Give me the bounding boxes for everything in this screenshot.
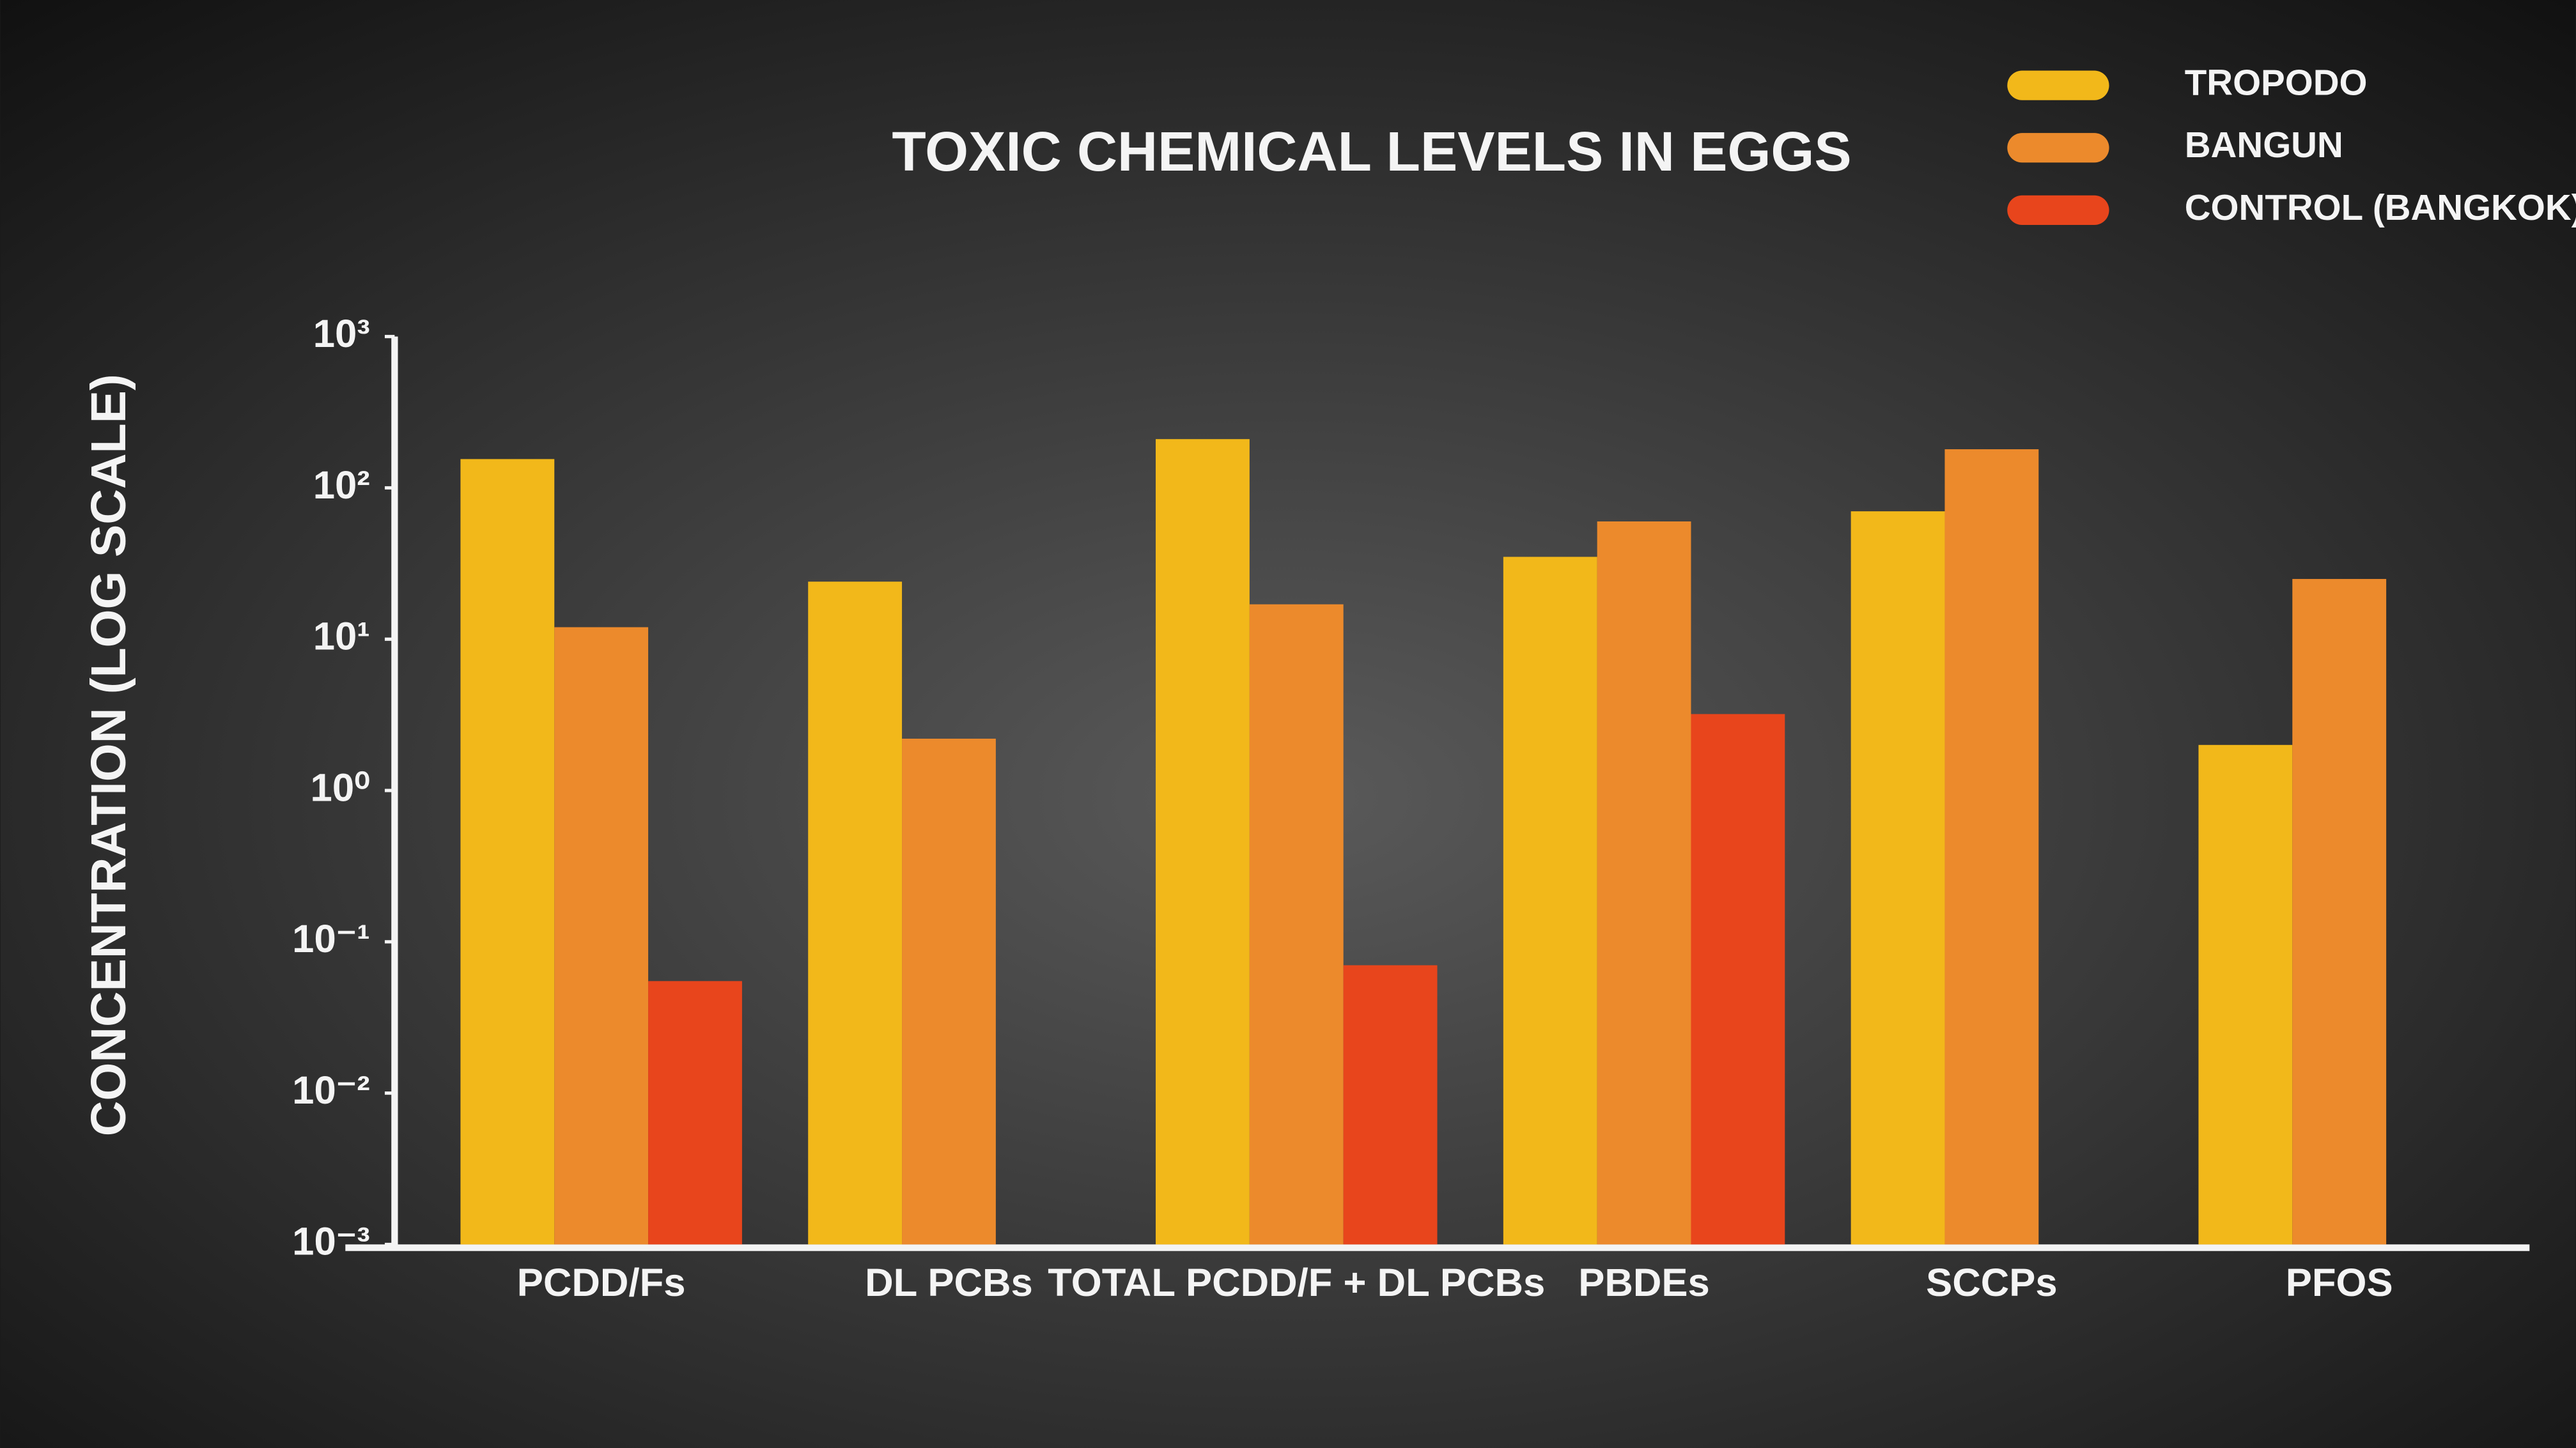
bar <box>554 627 649 1245</box>
bar <box>1343 965 1438 1245</box>
bar <box>648 981 742 1245</box>
x-tick-label: PCDD/Fs <box>517 1261 686 1305</box>
bar <box>1597 521 1691 1245</box>
y-tick-label: 10⁰ <box>311 766 370 810</box>
x-tick-label: PBDEs <box>1578 1261 1710 1305</box>
y-tick-label: 10³ <box>313 312 370 356</box>
bar <box>1156 439 1250 1245</box>
legend-swatch <box>2007 195 2109 225</box>
y-tick-label: 10¹ <box>313 615 370 659</box>
x-tick-label: DL PCBs <box>865 1261 1033 1305</box>
legend-swatch <box>2007 70 2109 100</box>
y-tick-label: 10⁻¹ <box>292 917 370 961</box>
y-tick-label: 10² <box>313 463 370 507</box>
bar <box>2292 579 2387 1245</box>
legend-label: TROPODO <box>2185 63 2368 103</box>
x-tick-label: PFOS <box>2286 1261 2393 1305</box>
legend-swatch <box>2007 133 2109 163</box>
bar <box>1503 557 1597 1245</box>
y-axis-label: CONCENTRATION (LOG SCALE) <box>81 374 136 1136</box>
x-tick-label: TOTAL PCDD/F + DL PCBs <box>1048 1261 1545 1305</box>
bar <box>2198 744 2293 1245</box>
bar <box>460 459 555 1245</box>
bar <box>1249 604 1344 1245</box>
legend-label: BANGUN <box>2185 125 2343 165</box>
bar <box>1691 714 1785 1245</box>
chart-title: TOXIC CHEMICAL LEVELS IN EGGS <box>892 120 1851 183</box>
bar <box>1944 449 2039 1245</box>
x-tick-label: SCCPs <box>1926 1261 2058 1305</box>
y-tick-label: 10⁻³ <box>292 1220 370 1264</box>
legend-label: CONTROL (BANGKOK) <box>2185 187 2576 227</box>
bar <box>1851 511 1945 1245</box>
bar <box>902 738 996 1245</box>
y-tick-label: 10⁻² <box>292 1068 370 1113</box>
bar <box>808 582 903 1245</box>
